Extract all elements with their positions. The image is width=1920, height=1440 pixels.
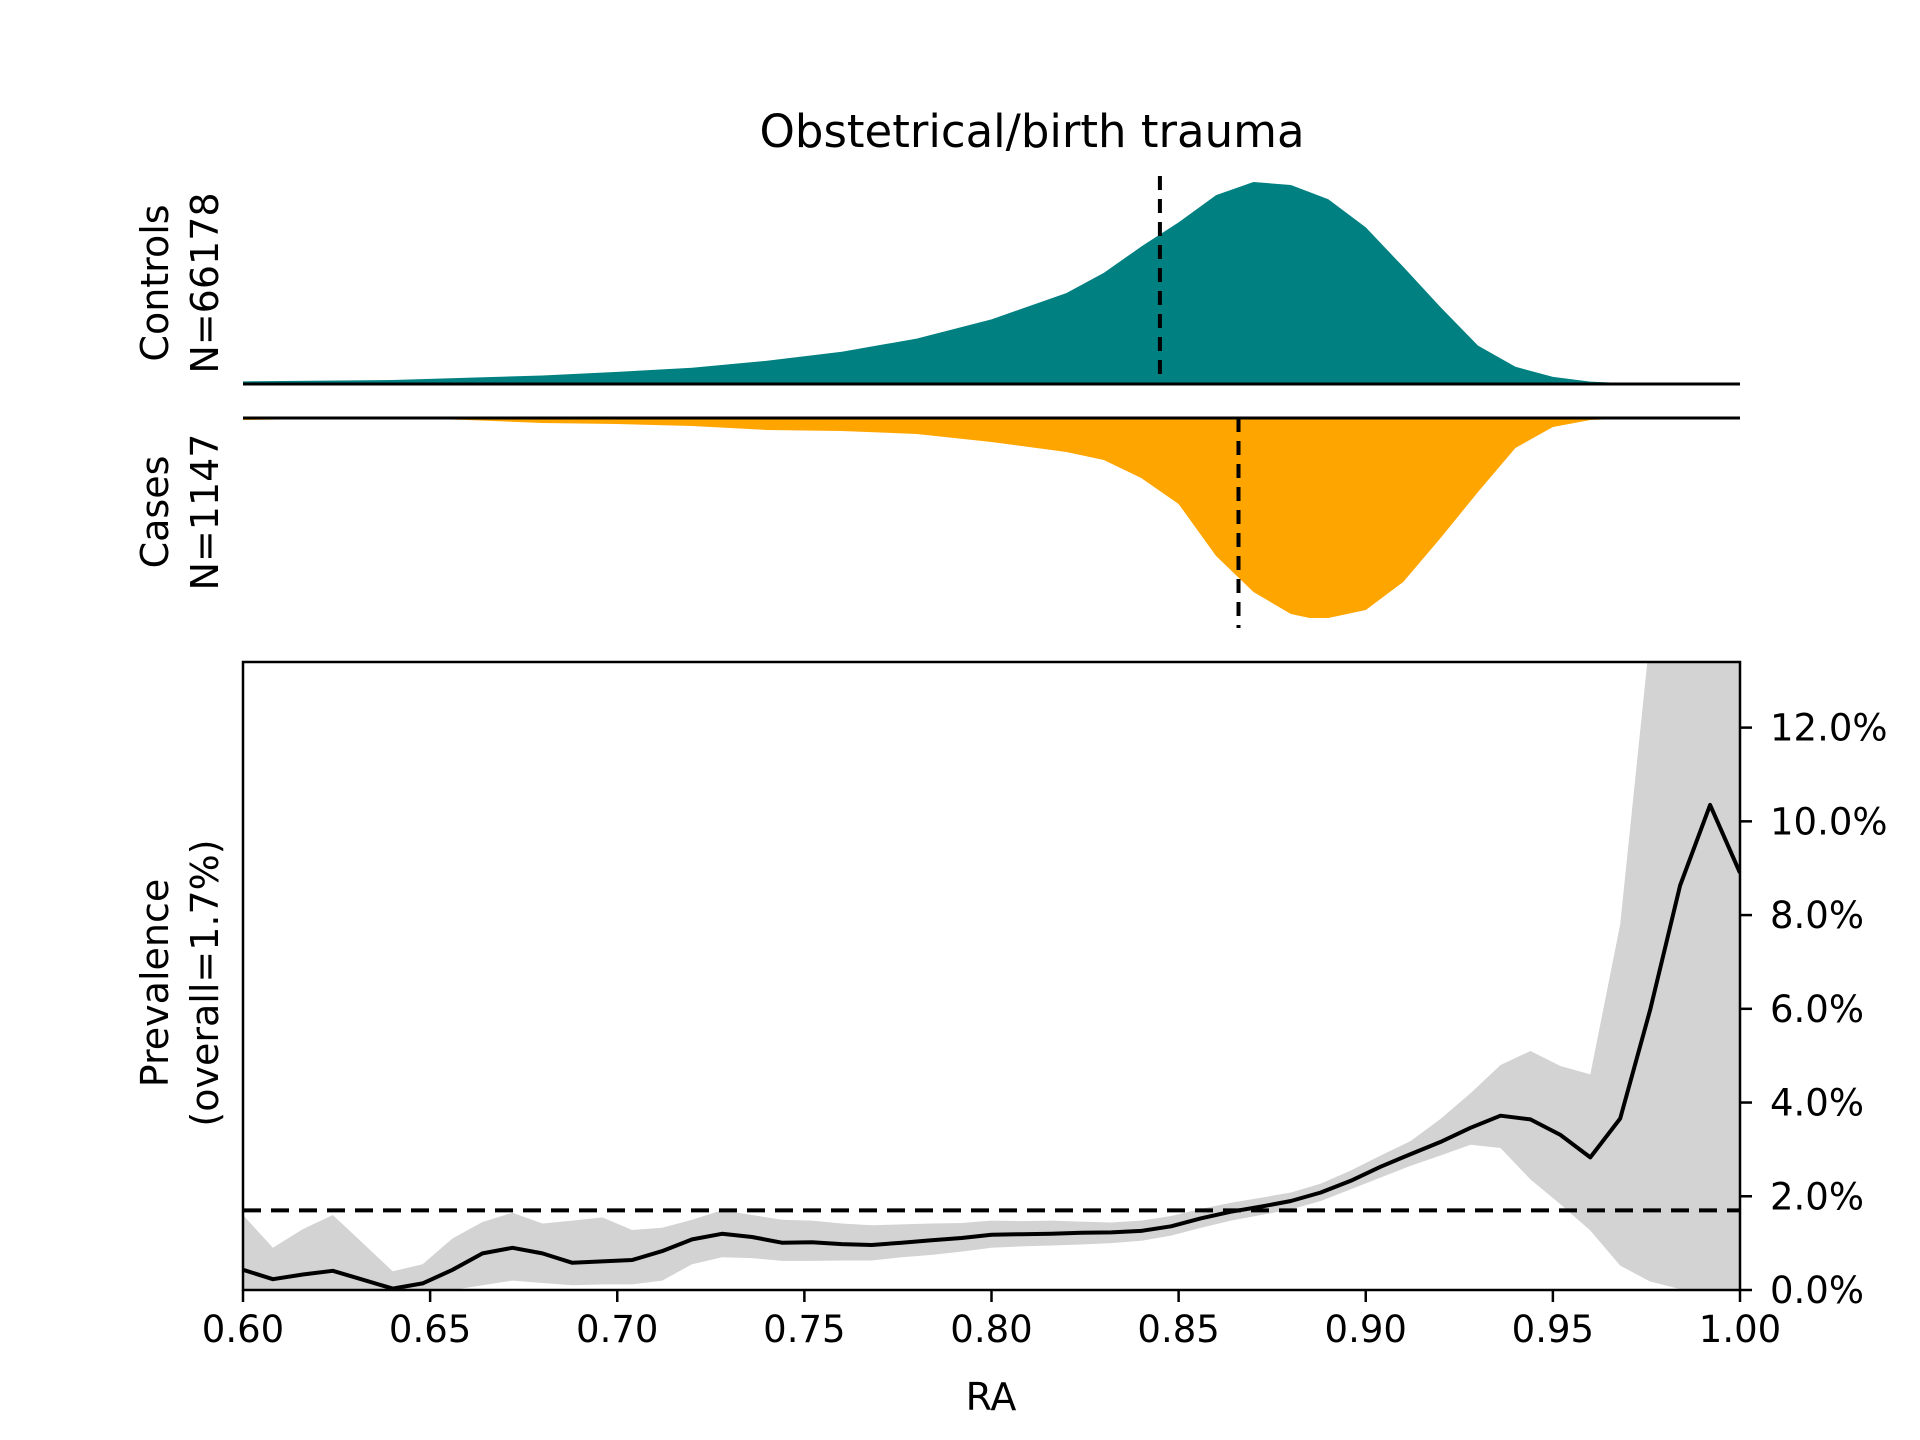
prevalence-ci-band [243, 662, 1740, 1290]
cases-label-line1: Cases [133, 456, 177, 569]
controls-label: Controls [133, 204, 177, 361]
cases-label-line2: N=1147 [183, 434, 227, 591]
controls-count-label: N=66178 [183, 192, 227, 373]
controls-density-area [243, 182, 1740, 384]
prevalence-frame [241, 660, 1742, 1292]
y-axis-label: Prevalence [133, 879, 177, 1087]
y-tick-label: 12.0% [1770, 707, 1888, 750]
cases-panel: Cases N=1147 [133, 416, 1740, 628]
cases-label: Cases [133, 456, 177, 569]
x-tick-label: 0.70 [576, 1308, 658, 1351]
prevalence-panel: 0.60 0.65 0.70 0.75 0.80 0.85 0.90 0.95 1.00 0.0… [133, 660, 1888, 1419]
y-axis-label-line2: (overall=1.7%) [183, 839, 227, 1126]
y-tick-label: 6.0% [1770, 988, 1864, 1031]
y-tick-label: 2.0% [1770, 1175, 1864, 1218]
controls-label-line1: Controls [133, 204, 177, 361]
cases-count-label: N=1147 [183, 434, 227, 591]
x-axis-ticks: 0.60 0.65 0.70 0.75 0.80 0.85 0.90 0.95 1.00 [202, 1290, 1781, 1351]
y-tick-label: 0.0% [1770, 1269, 1864, 1312]
y-axis-label-line1: Prevalence [133, 879, 177, 1087]
controls-panel: Controls N=66178 [133, 176, 1740, 386]
y-tick-label: 4.0% [1770, 1082, 1864, 1125]
x-tick-label: 0.85 [1137, 1308, 1219, 1351]
chart-title: Obstetrical/birth trauma [759, 105, 1304, 158]
x-tick-label: 0.90 [1325, 1308, 1407, 1351]
x-tick-label: 0.60 [202, 1308, 284, 1351]
cases-density-area [243, 418, 1740, 618]
y-tick-label: 10.0% [1770, 800, 1888, 843]
x-tick-label: 0.80 [950, 1308, 1032, 1351]
prevalence-line [243, 802, 1740, 1290]
x-axis-label: RA [966, 1375, 1017, 1419]
y-axis-ticks: 0.0% 2.0% 4.0% 6.0% 8.0% 10.0% 12.0% [1740, 707, 1888, 1312]
controls-label-line2: N=66178 [183, 192, 227, 373]
y-axis-label-sub: (overall=1.7%) [183, 839, 227, 1126]
y-tick-label: 8.0% [1770, 894, 1864, 937]
x-tick-label: 0.65 [389, 1308, 471, 1351]
x-tick-label: 0.95 [1512, 1308, 1594, 1351]
x-tick-label: 0.75 [763, 1308, 845, 1351]
x-tick-label: 1.00 [1699, 1308, 1781, 1351]
